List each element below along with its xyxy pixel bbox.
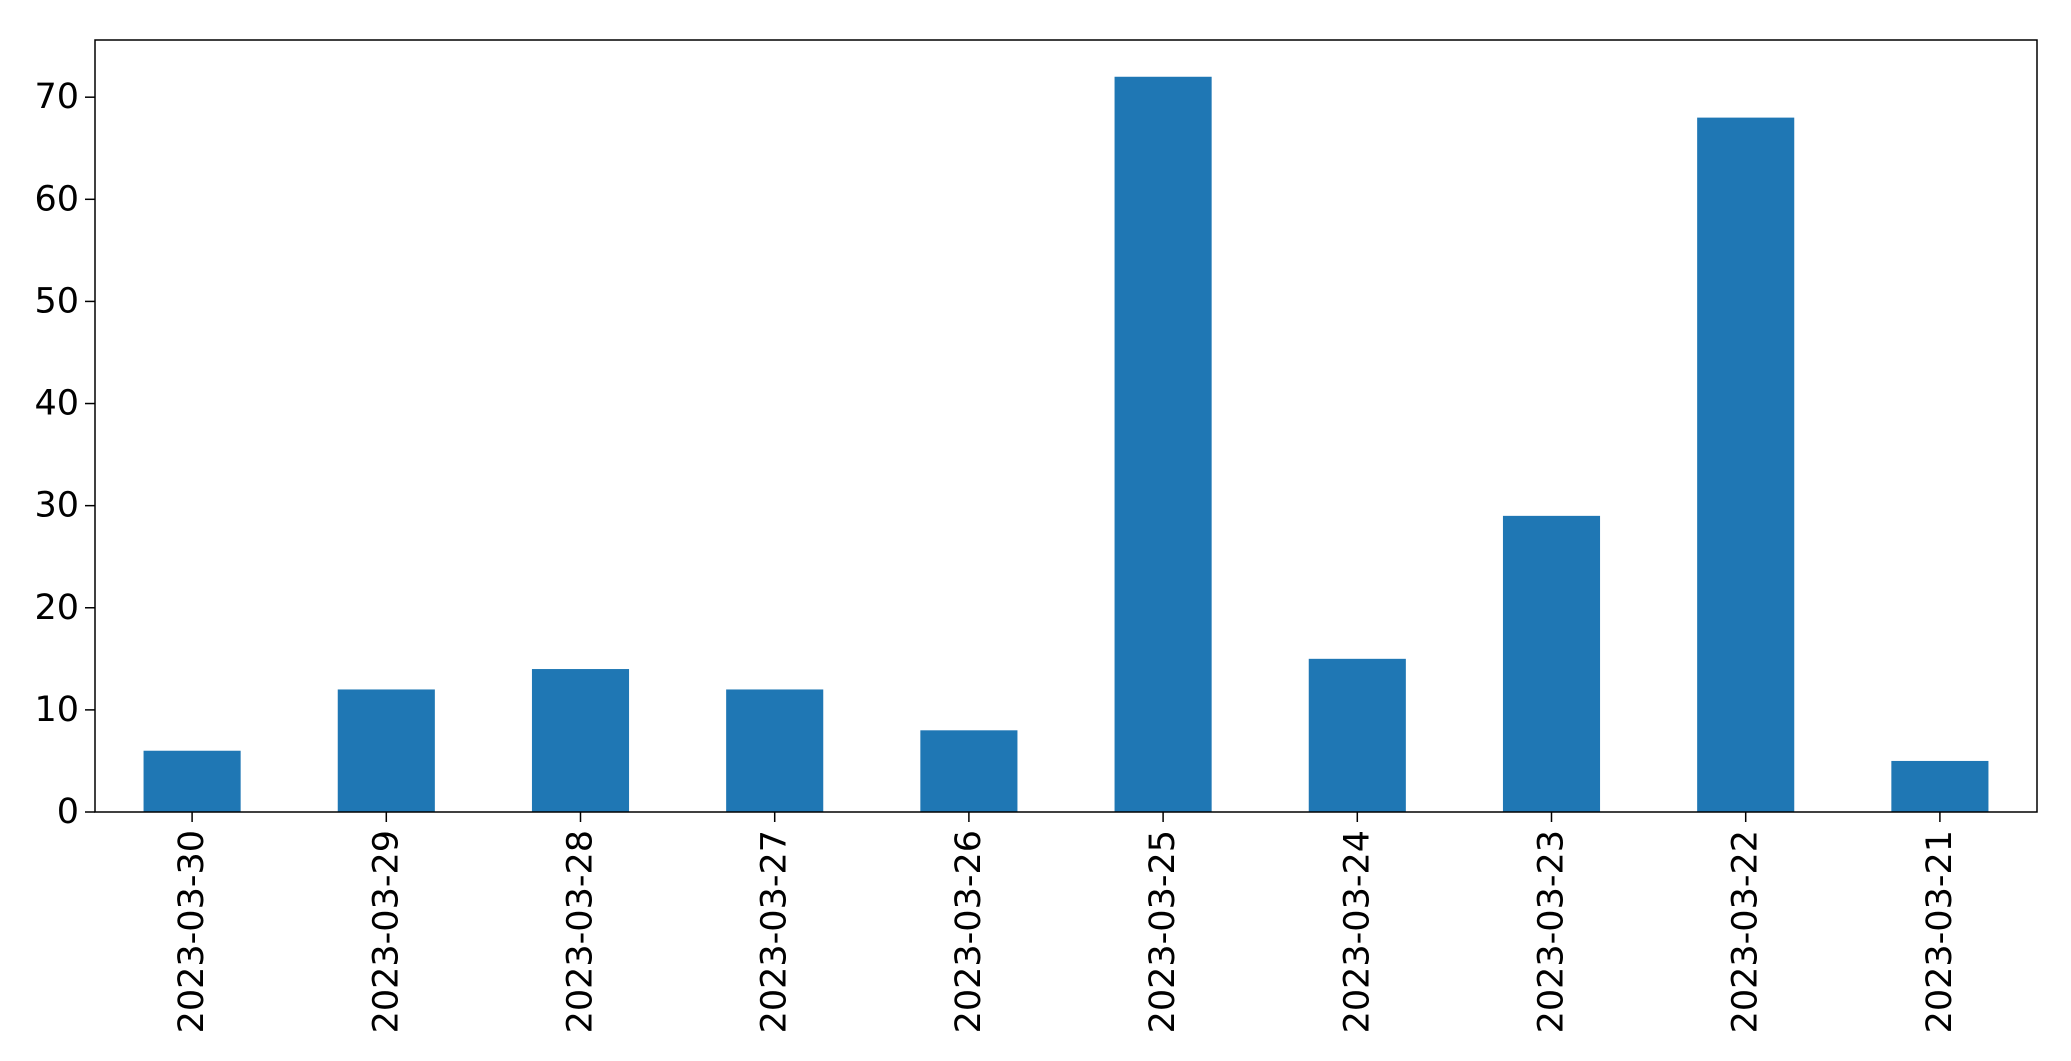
bar-2023-03-25 xyxy=(1114,76,1212,812)
x-tick-label: 2023-03-25 xyxy=(1143,830,1183,1033)
y-tick-label: 40 xyxy=(34,384,79,424)
y-tick-label: 20 xyxy=(34,588,79,628)
y-tick-label: 0 xyxy=(57,792,79,832)
y-tick-label: 30 xyxy=(34,486,79,526)
bar-2023-03-28 xyxy=(531,669,630,812)
bar-2023-03-21 xyxy=(1891,760,1989,812)
y-tick-label: 10 xyxy=(34,690,79,730)
x-axis: 2023-03-30 2023-03-29 2023-03-28 2023-03-27… xyxy=(172,812,1960,1033)
bar-2023-03-24 xyxy=(1308,658,1406,812)
bar-2023-03-23 xyxy=(1502,515,1601,812)
y-tick-label: 50 xyxy=(34,281,79,321)
x-tick-label: 2023-03-24 xyxy=(1337,830,1377,1033)
bar-2023-03-22 xyxy=(1697,117,1795,813)
x-tick-label: 2023-03-22 xyxy=(1726,830,1766,1033)
x-tick-label: 2023-03-26 xyxy=(949,830,989,1033)
plot-frame xyxy=(94,39,2038,813)
y-tick-label: 70 xyxy=(34,77,79,117)
x-tick-label: 2023-03-21 xyxy=(1920,830,1960,1033)
y-tick-label: 60 xyxy=(34,179,79,219)
y-axis: 0 10 20 30 40 50 60 70 xyxy=(34,77,95,832)
bar-2023-03-27 xyxy=(726,689,824,812)
x-tick-label: 2023-03-29 xyxy=(366,830,406,1033)
x-tick-label: 2023-03-27 xyxy=(755,830,795,1033)
bar-2023-03-26 xyxy=(920,730,1018,812)
bars xyxy=(143,76,1989,813)
bar-2023-03-29 xyxy=(337,689,435,812)
x-tick-label: 2023-03-23 xyxy=(1532,830,1572,1033)
bar-2023-03-30 xyxy=(143,750,241,812)
x-tick-label: 2023-03-30 xyxy=(172,830,212,1033)
x-tick-label: 2023-03-28 xyxy=(561,830,601,1033)
